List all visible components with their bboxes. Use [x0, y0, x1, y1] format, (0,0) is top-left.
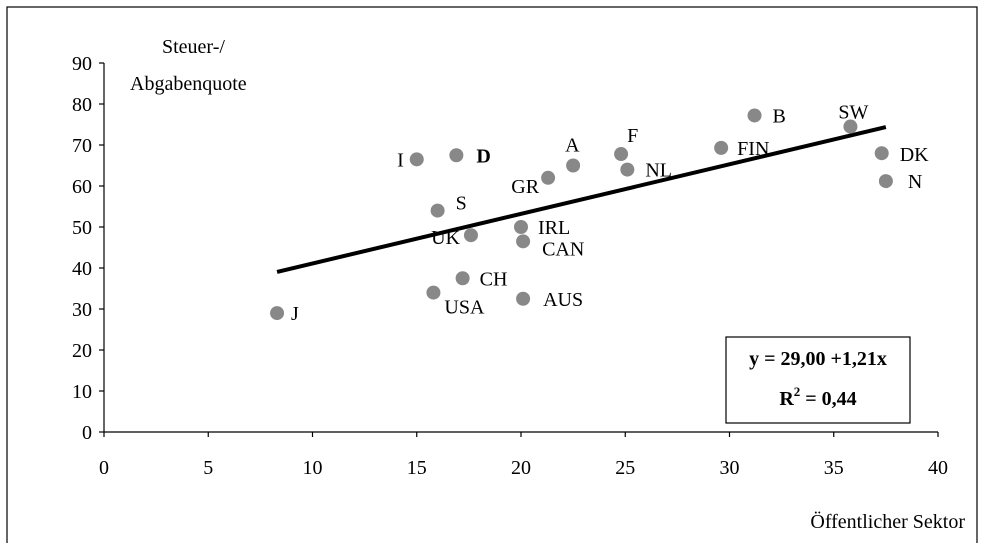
- point-label-fin: FIN: [737, 138, 769, 160]
- point-label-b: B: [773, 105, 786, 127]
- data-point-irl: [514, 220, 528, 234]
- y-axis-title-line-1: Steuer-/: [162, 36, 225, 58]
- point-label-nl: NL: [645, 160, 672, 182]
- y-tick-label: 50: [72, 217, 92, 239]
- x-tick-label: 25: [615, 457, 635, 479]
- point-label-can: CAN: [542, 238, 584, 260]
- point-label-f: F: [627, 125, 638, 147]
- point-label-j: J: [291, 303, 299, 325]
- point-label-uk: UK: [431, 227, 460, 249]
- data-point-usa: [426, 285, 441, 300]
- point-label-aus: AUS: [543, 289, 583, 311]
- y-tick-label: 90: [72, 53, 92, 75]
- y-tick-label: 80: [72, 94, 92, 116]
- y-tick-label: 30: [72, 299, 92, 321]
- data-point-f: [614, 147, 629, 162]
- x-tick-label: 5: [203, 457, 213, 479]
- data-point-nl: [620, 162, 635, 177]
- r-squared-superscript: 2: [794, 384, 801, 399]
- y-tick-label: 40: [72, 258, 92, 280]
- x-axis-title: Öffentlicher Sektor: [810, 510, 965, 533]
- x-tick-label: 35: [824, 457, 844, 479]
- data-point-n: [878, 174, 893, 189]
- data-point-ch: [455, 271, 470, 286]
- axis-ticks: 0 10 20 30 40 50 60 70 80 90 0 5 10 15 20 25 30 35 40: [72, 53, 948, 479]
- x-tick-label: 30: [720, 457, 740, 479]
- point-label-gr: GR: [511, 176, 539, 198]
- chart-frame: [6, 6, 978, 548]
- y-tick-label: 70: [72, 135, 92, 157]
- point-label-usa: USA: [444, 297, 485, 319]
- data-points: [270, 108, 893, 321]
- data-point-a: [566, 158, 581, 173]
- data-point-dk: [874, 146, 889, 161]
- data-point-can: [516, 234, 531, 249]
- point-label-irl: IRL: [538, 217, 570, 239]
- x-tick-label: 10: [303, 457, 323, 479]
- data-point-sw: [843, 119, 858, 134]
- data-point-b: [747, 108, 762, 123]
- data-point-uk: [463, 228, 478, 243]
- point-label-s: S: [456, 193, 467, 215]
- x-tick-label: 20: [511, 457, 531, 479]
- data-point-fin: [714, 140, 729, 155]
- data-point-aus: [516, 291, 531, 306]
- data-point-gr: [541, 170, 556, 185]
- point-label-d: D: [476, 145, 490, 167]
- y-tick-label: 10: [72, 381, 92, 403]
- data-point-i: [409, 152, 424, 167]
- y-tick-label: 20: [72, 340, 92, 362]
- r-squared-text: R2 = 0,44: [779, 384, 856, 410]
- trendline: [276, 125, 887, 274]
- y-tick-label: 60: [72, 176, 92, 198]
- data-point-j: [270, 306, 285, 321]
- x-tick-label: 15: [407, 457, 427, 479]
- point-label-a: A: [565, 135, 580, 157]
- data-point-d: [449, 148, 464, 163]
- r-squared-value: = 0,44: [800, 388, 856, 410]
- point-label-ch: CH: [480, 268, 508, 290]
- point-label-i: I: [397, 149, 404, 171]
- equation-text: y = 29,00 +1,21x: [749, 348, 887, 370]
- trendline-group: [276, 125, 887, 274]
- x-tick-label: 0: [99, 457, 109, 479]
- r-squared-prefix: R: [779, 388, 794, 410]
- point-label-dk: DK: [900, 144, 929, 166]
- data-point-s: [430, 203, 445, 218]
- point-label-sw: SW: [838, 102, 868, 124]
- point-label-n: N: [908, 171, 922, 193]
- y-tick-label: 0: [82, 422, 92, 444]
- y-axis-title-line-2: Abgabenquote: [130, 73, 247, 95]
- x-tick-label: 40: [928, 457, 948, 479]
- equation-box: [725, 336, 911, 424]
